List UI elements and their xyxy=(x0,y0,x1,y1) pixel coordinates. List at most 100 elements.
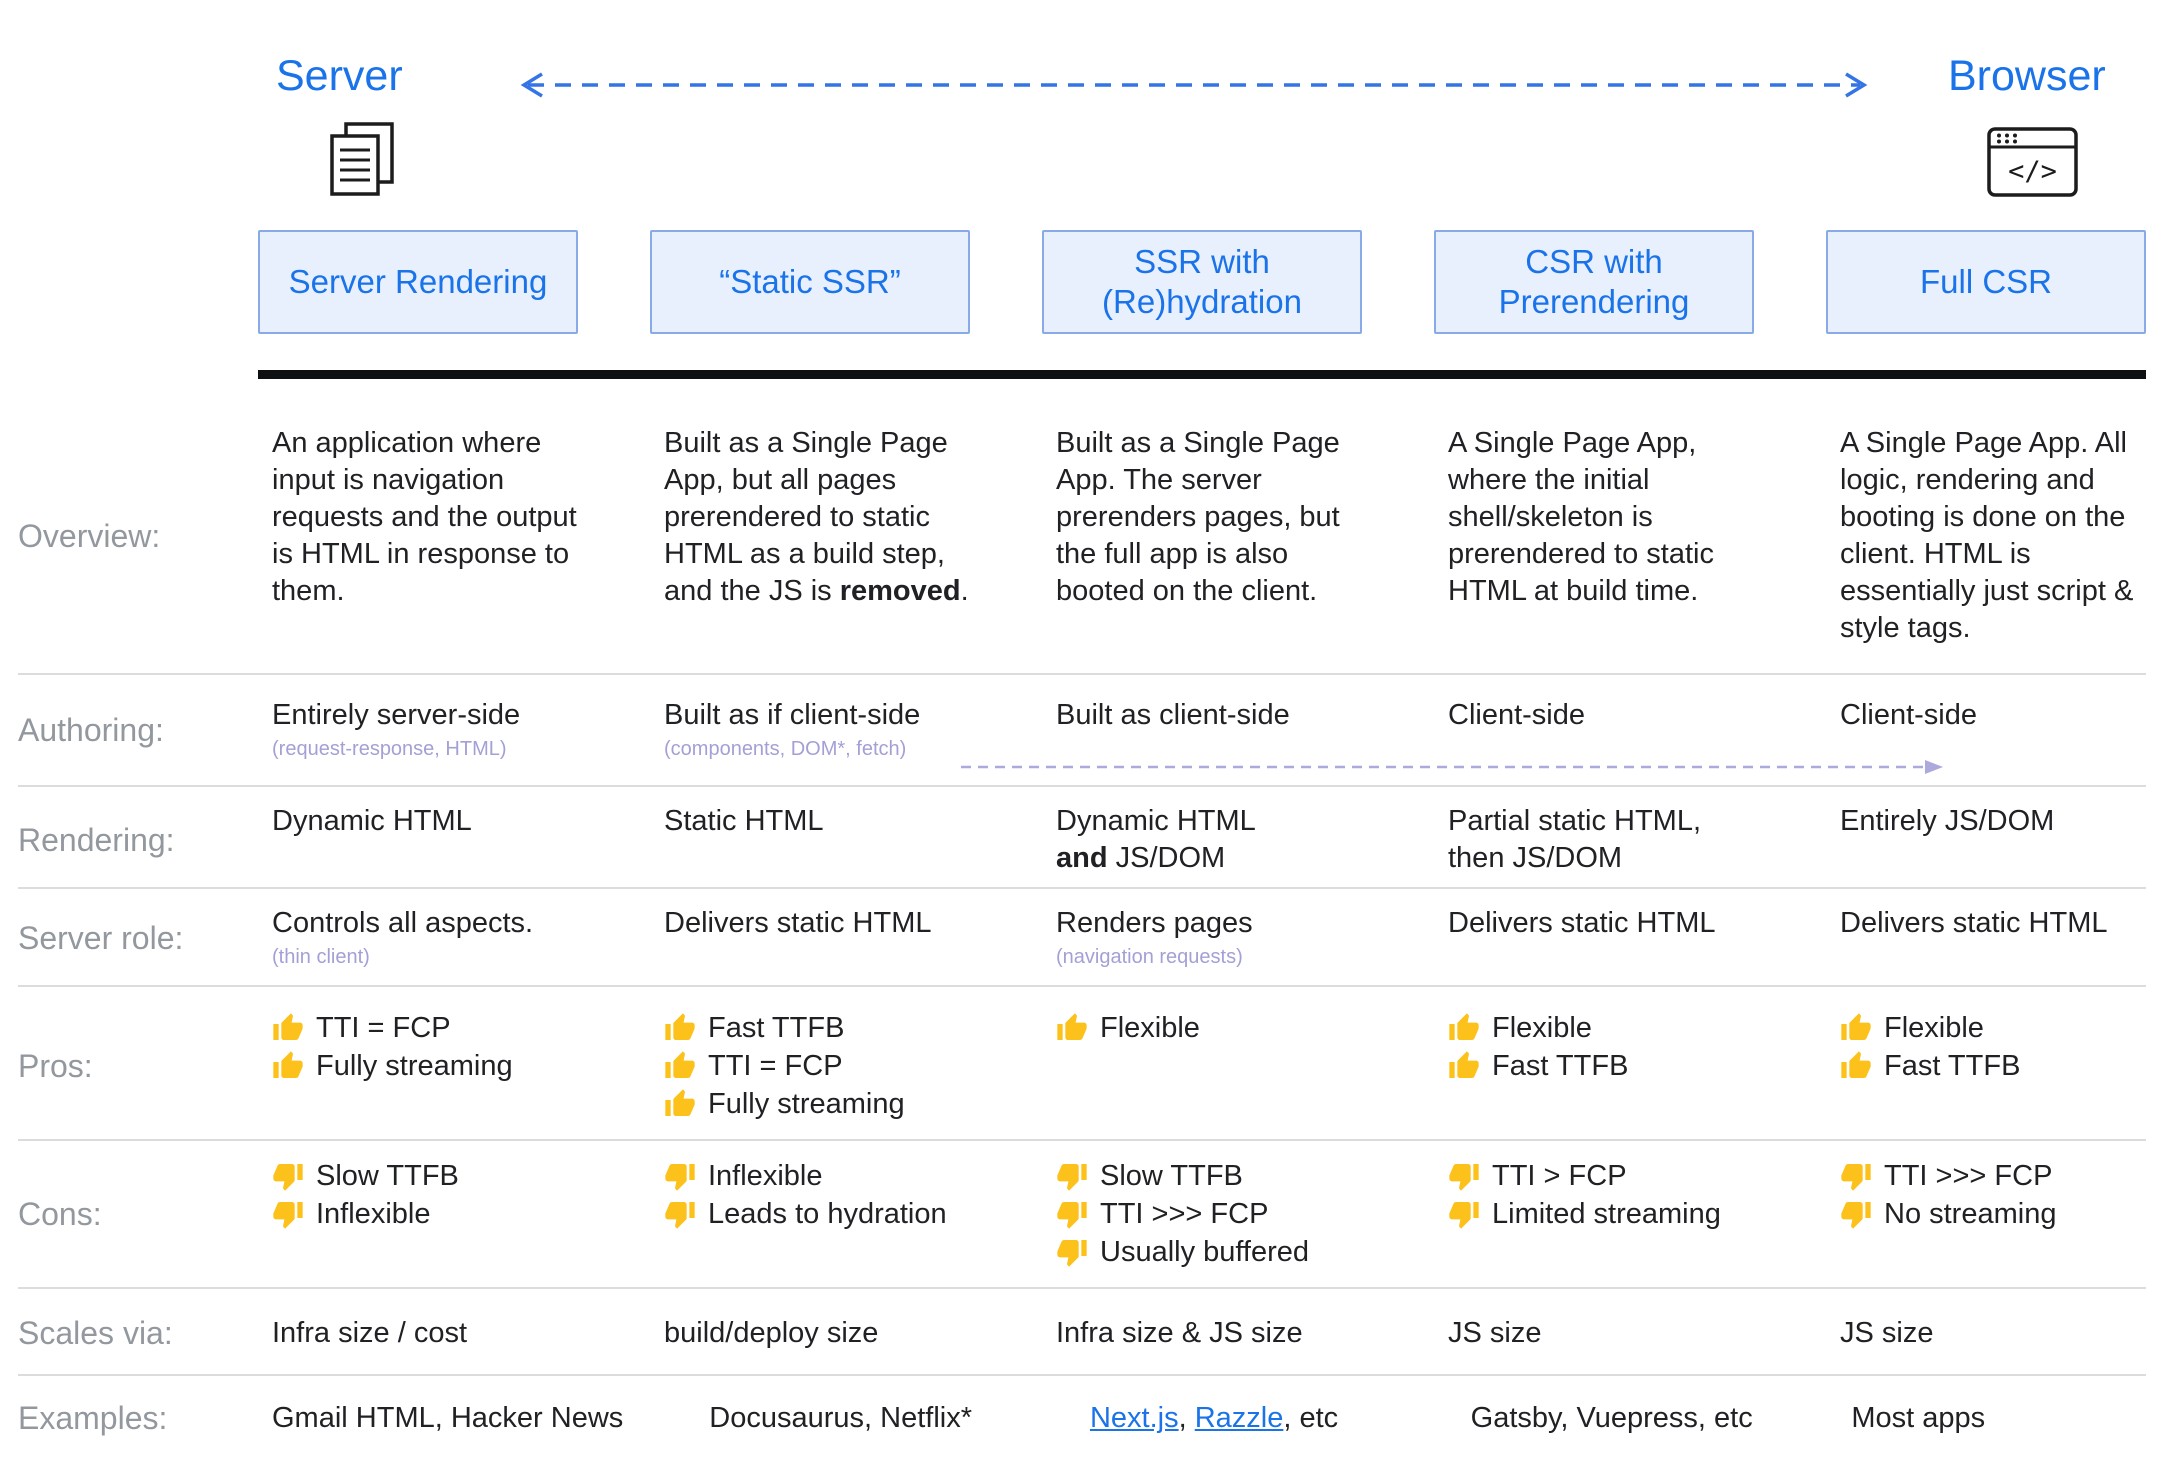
examples-csr-prerendering: Gatsby, Vuepress, etc xyxy=(1470,1402,1753,1434)
con-item: TTI > FCP xyxy=(1448,1157,1754,1195)
row-rendering: Rendering: Dynamic HTML Static HTML Dyna… xyxy=(18,785,2146,887)
thumbs-up-icon xyxy=(272,1050,304,1082)
thumbs-down-icon xyxy=(1056,1198,1088,1230)
server-browser-arrow xyxy=(520,72,1868,98)
pro-item: Fully streaming xyxy=(272,1047,578,1085)
examples-static-ssr: Docusaurus, Netflix* xyxy=(709,1402,972,1434)
rendering-ssr-rehydration: Dynamic HTML and JS/DOM xyxy=(1056,805,1256,874)
row-authoring: Authoring: Entirely server-side (request-… xyxy=(18,673,2146,785)
thumbs-up-icon xyxy=(664,1088,696,1120)
thumbs-up-icon xyxy=(1056,1012,1088,1044)
thumbs-up-icon xyxy=(272,1012,304,1044)
server-role-annotation: (navigation requests) xyxy=(1056,946,1243,968)
thumbs-up-icon xyxy=(1840,1050,1872,1082)
row-label-scales-via: Scales via: xyxy=(18,1315,173,1351)
con-item: Usually buffered xyxy=(1056,1233,1362,1271)
pros-server-rendering: TTI = FCP Fully streaming xyxy=(258,1009,578,1085)
row-overview: Overview: An application where input is … xyxy=(18,379,2146,673)
thumbs-up-icon xyxy=(1840,1012,1872,1044)
pro-item: Fast TTFB xyxy=(664,1009,970,1047)
overview-csr-prerendering: A Single Page App, where the initial she… xyxy=(1448,427,1714,607)
row-cons: Cons: Slow TTFB Inflexible Inflexible Le… xyxy=(18,1139,2146,1287)
thumbs-down-icon xyxy=(1056,1160,1088,1192)
scales-csr-prerendering: JS size xyxy=(1448,1317,1542,1349)
thumbs-down-icon xyxy=(272,1160,304,1192)
authoring-full-csr: Client-side xyxy=(1840,699,1977,731)
pro-item: Fast TTFB xyxy=(1448,1047,1754,1085)
scales-ssr-rehydration: Infra size & JS size xyxy=(1056,1317,1303,1349)
pros-static-ssr: Fast TTFB TTI = FCP Fully streaming xyxy=(650,1009,970,1123)
client-side-trend-arrow xyxy=(961,760,1943,774)
row-examples: Examples: Gmail HTML, Hacker News Docusa… xyxy=(18,1374,2146,1461)
cons-csr-prerendering: TTI > FCP Limited streaming xyxy=(1434,1157,1754,1233)
examples-full-csr: Most apps xyxy=(1851,1402,1986,1434)
row-pros: Pros: TTI = FCP Fully streaming Fast TTF… xyxy=(18,985,2146,1139)
overview-static-ssr: Built as a Single Page App, but all page… xyxy=(664,427,969,607)
thumbs-down-icon xyxy=(1056,1236,1088,1268)
server-role-ssr-rehydration: Renders pages (navigation requests) xyxy=(1042,905,1362,971)
con-item: Inflexible xyxy=(272,1195,578,1233)
con-item: Limited streaming xyxy=(1448,1195,1754,1233)
rendering-static-ssr: Static HTML xyxy=(664,805,824,837)
browser-code-icon: </> xyxy=(1987,127,2078,197)
column-header-full-csr: Full CSR xyxy=(1826,230,2146,334)
authoring-server-rendering: Entirely server-side (request-response, H… xyxy=(258,697,578,763)
server-role-server-rendering: Controls all aspects. (thin client) xyxy=(258,905,578,971)
pro-item: TTI = FCP xyxy=(272,1009,578,1047)
nextjs-link[interactable]: Next.js xyxy=(1089,1402,1179,1434)
cons-ssr-rehydration: Slow TTFB TTI >>> FCP Usually buffered xyxy=(1042,1157,1362,1271)
con-item: TTI >>> FCP xyxy=(1056,1195,1362,1233)
column-header-static-ssr: “Static SSR” xyxy=(650,230,970,334)
column-header-ssr-rehydration: SSR with (Re)hydration xyxy=(1042,230,1362,334)
examples-server-rendering: Gmail HTML, Hacker News xyxy=(272,1402,624,1434)
spectrum-baseline xyxy=(258,370,2146,379)
thumbs-down-icon xyxy=(1448,1160,1480,1192)
pros-ssr-rehydration: Flexible xyxy=(1042,1009,1362,1047)
overview-full-csr: A Single Page App. All logic, rendering … xyxy=(1840,427,2134,644)
con-item: Leads to hydration xyxy=(664,1195,970,1233)
spectrum-header: Server Browser </> xyxy=(18,0,2146,230)
thumbs-down-icon xyxy=(272,1198,304,1230)
server-role-csr-prerendering: Delivers static HTML xyxy=(1448,907,1716,939)
server-role-full-csr: Delivers static HTML xyxy=(1840,907,2108,939)
authoring-csr-prerendering: Client-side xyxy=(1448,699,1585,731)
pro-item: Flexible xyxy=(1448,1009,1754,1047)
row-server-role: Server role: Controls all aspects. (thin … xyxy=(18,887,2146,985)
scales-server-rendering: Infra size / cost xyxy=(272,1317,468,1349)
thumbs-down-icon xyxy=(1840,1198,1872,1230)
pro-item: Fully streaming xyxy=(664,1085,970,1123)
scales-static-ssr: build/deploy size xyxy=(664,1317,879,1349)
row-label-server-role: Server role: xyxy=(18,919,184,956)
row-label-rendering: Rendering: xyxy=(18,821,175,858)
column-header-csr-prerendering: CSR with Prerendering xyxy=(1434,230,1754,334)
cons-static-ssr: Inflexible Leads to hydration xyxy=(650,1157,970,1233)
authoring-annotation: (components, DOM*, fetch) xyxy=(664,738,907,760)
thumbs-down-icon xyxy=(664,1198,696,1230)
rendering-full-csr: Entirely JS/DOM xyxy=(1840,805,2055,837)
rendering-csr-prerendering: Partial static HTML, then JS/DOM xyxy=(1448,805,1701,874)
con-item: TTI >>> FCP xyxy=(1840,1157,2146,1195)
row-label-cons: Cons: xyxy=(18,1195,102,1232)
razzle-link[interactable]: Razzle xyxy=(1194,1402,1284,1434)
row-label-pros: Pros: xyxy=(18,1047,93,1084)
row-label-overview: Overview: xyxy=(18,517,161,554)
thumbs-up-icon xyxy=(1448,1012,1480,1044)
cons-full-csr: TTI >>> FCP No streaming xyxy=(1826,1157,2146,1233)
authoring-static-ssr: Built as if client-side (components, DOM*… xyxy=(650,697,970,763)
con-item: Inflexible xyxy=(664,1157,970,1195)
thumbs-up-icon xyxy=(664,1012,696,1044)
authoring-annotation: (request-response, HTML) xyxy=(272,738,507,760)
cons-server-rendering: Slow TTFB Inflexible xyxy=(258,1157,578,1233)
server-label: Server xyxy=(276,52,403,100)
thumbs-up-icon xyxy=(1448,1050,1480,1082)
row-label-authoring: Authoring: xyxy=(18,711,164,748)
rendering-server-rendering: Dynamic HTML xyxy=(272,805,472,837)
overview-server-rendering: An application where input is navigation… xyxy=(272,427,577,607)
thumbs-down-icon xyxy=(664,1160,696,1192)
row-label-examples: Examples: xyxy=(18,1400,168,1436)
pro-item: Fast TTFB xyxy=(1840,1047,2146,1085)
row-scales-via: Scales via: Infra size / cost build/depl… xyxy=(18,1287,2146,1374)
examples-ssr-rehydration: Next.js, Razzle, etc xyxy=(1089,1402,1339,1434)
pro-item: Flexible xyxy=(1056,1009,1362,1047)
server-role-annotation: (thin client) xyxy=(272,946,370,968)
